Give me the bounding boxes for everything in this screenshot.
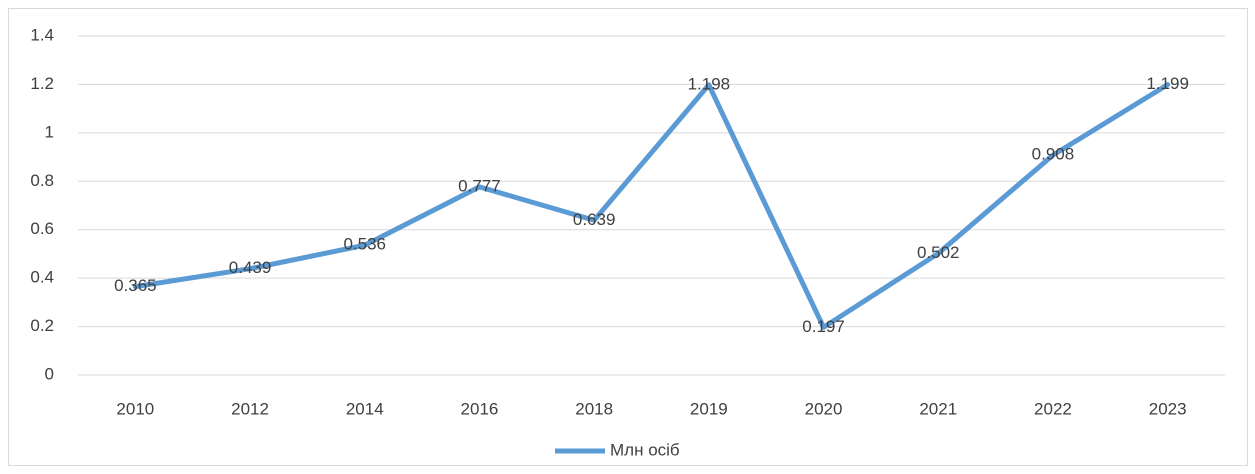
- data-label: 1.199: [1146, 74, 1189, 93]
- x-tick-label: 2012: [231, 399, 269, 418]
- data-label: 0.439: [229, 258, 272, 277]
- data-label: 0.197: [802, 317, 845, 336]
- x-tick-label: 2014: [346, 399, 384, 418]
- line-series: [132, 82, 1171, 330]
- data-label: 0.639: [573, 210, 616, 229]
- data-label: 0.908: [1032, 145, 1075, 164]
- y-tick-label: 1.4: [30, 25, 54, 44]
- x-tick-label: 2023: [1149, 399, 1187, 418]
- x-tick-label: 2022: [1034, 399, 1072, 418]
- data-label: 0.536: [343, 235, 386, 254]
- chart-frame: [8, 8, 1248, 466]
- data-label: 0.777: [458, 176, 501, 195]
- data-label: 0.365: [114, 276, 157, 295]
- x-tick-label: 2020: [805, 399, 843, 418]
- x-tick-label: 2021: [919, 399, 957, 418]
- y-tick-label: 0: [45, 364, 54, 383]
- legend-label: Млн осіб: [610, 440, 680, 459]
- x-tick-label: 2016: [461, 399, 499, 418]
- x-tick-label: 2010: [116, 399, 154, 418]
- data-label: 0.502: [917, 243, 960, 262]
- y-tick-label: 0.8: [30, 171, 54, 190]
- y-tick-label: 1: [45, 122, 54, 141]
- y-tick-label: 1.2: [30, 74, 54, 93]
- y-tick-label: 0.4: [30, 268, 54, 287]
- data-label: 1.198: [688, 74, 731, 93]
- x-tick-label: 2019: [690, 399, 728, 418]
- x-tick-label: 2018: [575, 399, 613, 418]
- y-tick-label: 0.2: [30, 316, 54, 335]
- y-tick-label: 0.6: [30, 219, 54, 238]
